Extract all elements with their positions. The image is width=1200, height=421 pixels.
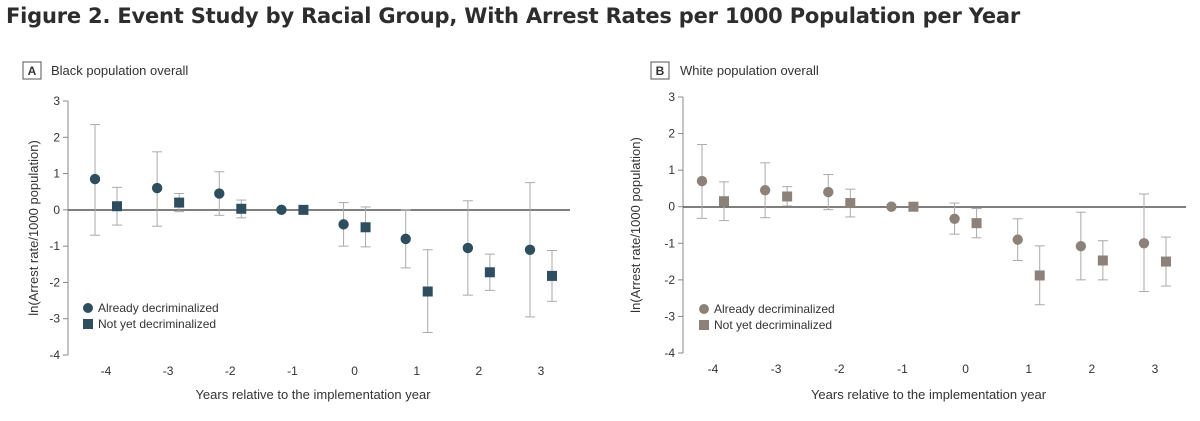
x-tick-label: -2 bbox=[225, 364, 236, 378]
legend: Already decriminalized Not yet decriminal… bbox=[699, 302, 835, 332]
point-not-yet-decriminalized bbox=[547, 270, 557, 281]
point-not-yet-decriminalized bbox=[360, 222, 371, 233]
point-already-decriminalized bbox=[400, 233, 411, 245]
point-not-yet-decriminalized bbox=[719, 196, 729, 207]
panel-letter-box bbox=[650, 61, 670, 80]
y-tick-label: -2 bbox=[49, 275, 60, 289]
panel-b: B White population overall 3 2 1 0 -1 -2 -3 -4 -4 -… bbox=[628, 61, 1186, 402]
point-not-yet-decriminalized bbox=[112, 201, 122, 212]
legend-label: Already decriminalized bbox=[98, 301, 219, 315]
point-already-decriminalized bbox=[214, 188, 225, 199]
point-not-yet-decriminalized bbox=[484, 267, 495, 278]
y-tick-label: -1 bbox=[49, 239, 60, 253]
point-already-decriminalized bbox=[276, 204, 287, 216]
legend-label: Already decriminalized bbox=[714, 302, 835, 316]
point-not-yet-decriminalized bbox=[908, 201, 919, 212]
legend: Already decriminalized Not yet decriminal… bbox=[83, 301, 219, 331]
x-tick-label: 2 bbox=[476, 364, 483, 378]
x-tick-label: -1 bbox=[287, 364, 298, 378]
y-tick-label: 2 bbox=[668, 127, 675, 141]
y-tick-label: 3 bbox=[668, 90, 675, 104]
x-axis-label: Years relative to the implementation yea… bbox=[195, 387, 431, 402]
y-tick-label: 0 bbox=[668, 200, 675, 214]
point-already-decriminalized bbox=[886, 201, 897, 212]
point-already-decriminalized bbox=[949, 213, 960, 224]
y-tick-label: 0 bbox=[53, 203, 60, 217]
x-tick-label: 2 bbox=[1089, 362, 1096, 376]
legend-marker-circle bbox=[699, 304, 709, 314]
panel-letter: B bbox=[656, 64, 665, 78]
x-tick-label: -3 bbox=[163, 364, 174, 378]
point-not-yet-decriminalized bbox=[971, 218, 982, 229]
x-tick-label: -2 bbox=[834, 362, 845, 376]
x-tick-label: 3 bbox=[538, 364, 545, 378]
y-tick-label: -3 bbox=[664, 309, 675, 323]
point-already-decriminalized bbox=[823, 186, 834, 198]
y-tick-label: -3 bbox=[49, 312, 60, 326]
point-already-decriminalized bbox=[696, 175, 708, 187]
point-not-yet-decriminalized bbox=[1034, 270, 1045, 281]
point-already-decriminalized bbox=[151, 182, 163, 194]
point-not-yet-decriminalized bbox=[236, 203, 247, 214]
point-not-yet-decriminalized bbox=[298, 204, 309, 215]
point-not-yet-decriminalized bbox=[174, 197, 185, 208]
panel-title: White population overall bbox=[680, 63, 819, 78]
point-already-decriminalized bbox=[462, 242, 474, 254]
y-tick-label: 3 bbox=[53, 94, 60, 108]
x-axis-label: Years relative to the implementation yea… bbox=[811, 387, 1047, 402]
y-tick-label: 1 bbox=[53, 167, 60, 181]
x-tick-label: -1 bbox=[897, 362, 908, 376]
point-not-yet-decriminalized bbox=[1161, 256, 1171, 267]
x-tick-label: 0 bbox=[962, 362, 969, 376]
y-tick-label: -4 bbox=[49, 348, 60, 362]
point-not-yet-decriminalized bbox=[782, 191, 793, 202]
legend-label: Not yet decriminalized bbox=[714, 318, 832, 332]
panel-letter: A bbox=[28, 64, 37, 78]
y-axis-label: ln(Arrest rate/1000 population) bbox=[26, 140, 41, 316]
x-tick-label: 3 bbox=[1152, 362, 1159, 376]
point-already-decriminalized bbox=[524, 244, 536, 255]
point-already-decriminalized bbox=[338, 219, 349, 230]
point-already-decriminalized bbox=[89, 173, 101, 185]
y-tick-label: -4 bbox=[664, 346, 675, 360]
x-tick-label: -4 bbox=[708, 362, 719, 376]
y-tick-label: 1 bbox=[668, 163, 675, 177]
figure-title: Figure 2. Event Study by Racial Group, W… bbox=[6, 4, 1020, 28]
x-tick-label: 1 bbox=[1025, 362, 1032, 376]
legend-marker-circle bbox=[83, 303, 93, 313]
panel-letter-box bbox=[22, 61, 42, 80]
y-tick-label: 2 bbox=[53, 130, 60, 144]
point-already-decriminalized bbox=[1012, 234, 1023, 245]
point-not-yet-decriminalized bbox=[845, 198, 856, 209]
panel-a: A Black population overall 3 2 1 0 -1 -2 -3 -4 -4 -… bbox=[22, 61, 570, 402]
x-tick-label: 0 bbox=[351, 364, 358, 378]
point-not-yet-decriminalized bbox=[1097, 255, 1108, 266]
point-already-decriminalized bbox=[1138, 238, 1150, 249]
legend-label: Not yet decriminalized bbox=[98, 317, 216, 331]
x-tick-label: -4 bbox=[101, 364, 112, 378]
point-not-yet-decriminalized bbox=[422, 286, 433, 297]
x-tick-label: -3 bbox=[771, 362, 782, 376]
panel-title: Black population overall bbox=[51, 63, 188, 78]
point-already-decriminalized bbox=[1075, 241, 1087, 252]
y-tick-label: -2 bbox=[664, 273, 675, 287]
y-axis-label: ln(Arrest rate/1000 population) bbox=[628, 137, 643, 313]
y-tick-label: -1 bbox=[664, 236, 675, 250]
legend-marker-square bbox=[83, 319, 93, 329]
x-tick-label: 1 bbox=[413, 364, 420, 378]
point-already-decriminalized bbox=[759, 185, 771, 196]
legend-marker-square bbox=[699, 320, 709, 330]
